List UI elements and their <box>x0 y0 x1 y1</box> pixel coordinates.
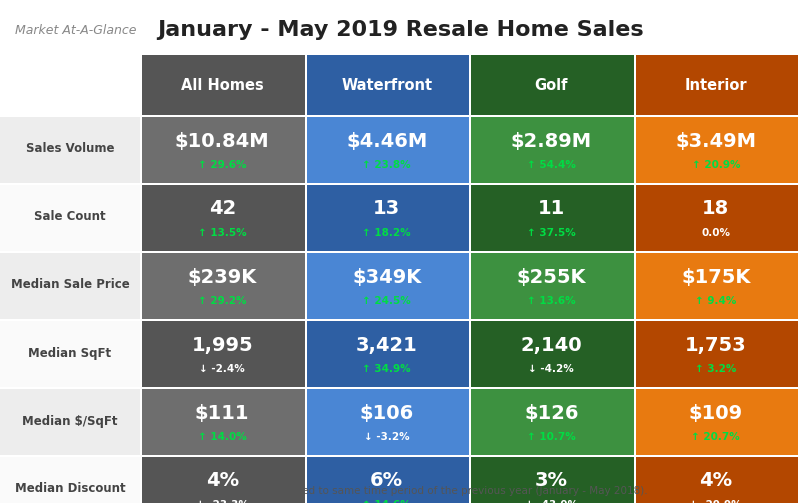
Text: ↑ 34.9%: ↑ 34.9% <box>362 364 411 374</box>
Text: Median Sale Price: Median Sale Price <box>10 279 130 292</box>
Text: 3%: 3% <box>534 471 568 490</box>
Text: ↑ 10.7%: ↑ 10.7% <box>527 432 576 442</box>
Text: $175K: $175K <box>681 268 750 287</box>
Text: $3.49M: $3.49M <box>675 131 756 150</box>
Text: ↓ -2.4%: ↓ -2.4% <box>199 364 245 374</box>
Text: 11: 11 <box>538 200 565 218</box>
Text: Golf: Golf <box>534 77 568 93</box>
Text: ↑ 29.6%: ↑ 29.6% <box>198 160 246 170</box>
Text: $111: $111 <box>195 403 250 423</box>
Text: ↓ -43.0%: ↓ -43.0% <box>525 500 578 503</box>
Text: January - May 2019 Resale Home Sales: January - May 2019 Resale Home Sales <box>157 20 643 40</box>
Text: ↑ 13.6%: ↑ 13.6% <box>527 296 575 306</box>
Text: Market At-A-Glance: Market At-A-Glance <box>15 24 137 37</box>
Text: 1,753: 1,753 <box>685 336 746 355</box>
Text: ↑ 14.0%: ↑ 14.0% <box>198 432 246 442</box>
Text: ↓ -3.2%: ↓ -3.2% <box>364 432 410 442</box>
Text: ↑ 14.6%: ↑ 14.6% <box>362 500 411 503</box>
Text: 42: 42 <box>209 200 236 218</box>
Text: ↑ 18.2%: ↑ 18.2% <box>362 228 411 238</box>
Text: $10.84M: $10.84M <box>175 131 270 150</box>
Text: ↑ 20.9%: ↑ 20.9% <box>691 160 740 170</box>
Text: $255K: $255K <box>517 268 586 287</box>
Text: ↑ 23.8%: ↑ 23.8% <box>362 160 411 170</box>
Text: 3,421: 3,421 <box>356 336 418 355</box>
Text: Median SqFt: Median SqFt <box>29 347 111 360</box>
Text: $106: $106 <box>360 403 414 423</box>
Text: Waterfront: Waterfront <box>341 77 432 93</box>
Text: 1,995: 1,995 <box>191 336 253 355</box>
Text: ↑ 24.5%: ↑ 24.5% <box>362 296 411 306</box>
Text: Median $/SqFt: Median $/SqFt <box>22 414 118 428</box>
Text: $126: $126 <box>524 403 578 423</box>
Text: $2.89M: $2.89M <box>510 131 592 150</box>
Text: 4%: 4% <box>699 471 732 490</box>
Text: Percent up/down are compared to same time period of the previous year (January -: Percent up/down are compared to same tim… <box>152 486 648 496</box>
Text: Median Discount: Median Discount <box>14 482 126 495</box>
Text: $4.46M: $4.46M <box>346 131 427 150</box>
Text: $109: $109 <box>689 403 743 423</box>
Text: 4%: 4% <box>206 471 239 490</box>
Text: Sales Volume: Sales Volume <box>26 142 114 155</box>
Text: $349K: $349K <box>352 268 422 287</box>
Text: ↓ -4.2%: ↓ -4.2% <box>528 364 574 374</box>
Text: ↑ 54.4%: ↑ 54.4% <box>527 160 576 170</box>
Text: 0.0%: 0.0% <box>702 228 730 238</box>
Text: 2,140: 2,140 <box>521 336 582 355</box>
Text: ↑ 3.2%: ↑ 3.2% <box>695 364 737 374</box>
Text: ↑ 37.5%: ↑ 37.5% <box>527 228 576 238</box>
Text: ↓ -29.9%: ↓ -29.9% <box>690 500 742 503</box>
Text: ↓ -23.3%: ↓ -23.3% <box>196 500 249 503</box>
Text: 18: 18 <box>702 200 730 218</box>
Text: Sale Count: Sale Count <box>34 210 106 223</box>
Text: 6%: 6% <box>370 471 403 490</box>
Text: 13: 13 <box>373 200 400 218</box>
Text: ↑ 13.5%: ↑ 13.5% <box>198 228 246 238</box>
Text: All Homes: All Homes <box>181 77 264 93</box>
Text: $239K: $239K <box>188 268 257 287</box>
Text: ↑ 9.4%: ↑ 9.4% <box>695 296 737 306</box>
Text: Interior: Interior <box>685 77 747 93</box>
Text: ↑ 29.2%: ↑ 29.2% <box>198 296 246 306</box>
Text: ↑ 20.7%: ↑ 20.7% <box>691 432 740 442</box>
